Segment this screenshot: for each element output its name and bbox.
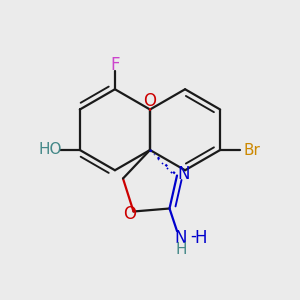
Text: N: N <box>178 165 190 183</box>
Text: O: O <box>123 205 136 223</box>
Text: N: N <box>175 229 187 247</box>
Text: -: - <box>190 226 196 244</box>
Text: F: F <box>110 56 120 74</box>
Text: H: H <box>175 242 187 257</box>
Text: H: H <box>194 229 207 247</box>
Text: O: O <box>143 92 157 110</box>
Text: HO: HO <box>39 142 62 158</box>
Text: Br: Br <box>243 142 260 158</box>
